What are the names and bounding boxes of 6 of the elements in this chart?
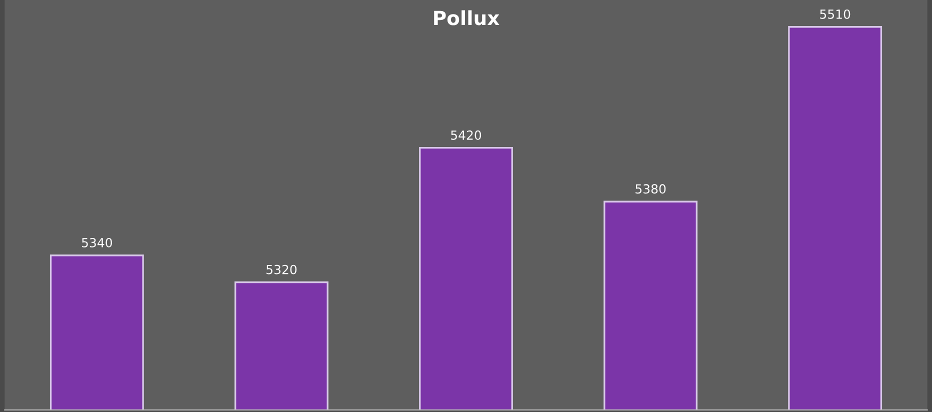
chart-title: Pollux — [434, 10, 500, 26]
data-label: 5380 — [636, 184, 666, 194]
data-label: 5420 — [451, 130, 482, 140]
data-label: 5320 — [266, 264, 297, 274]
data-label: 5510 — [820, 9, 850, 19]
data-label: 5340 — [82, 238, 112, 248]
